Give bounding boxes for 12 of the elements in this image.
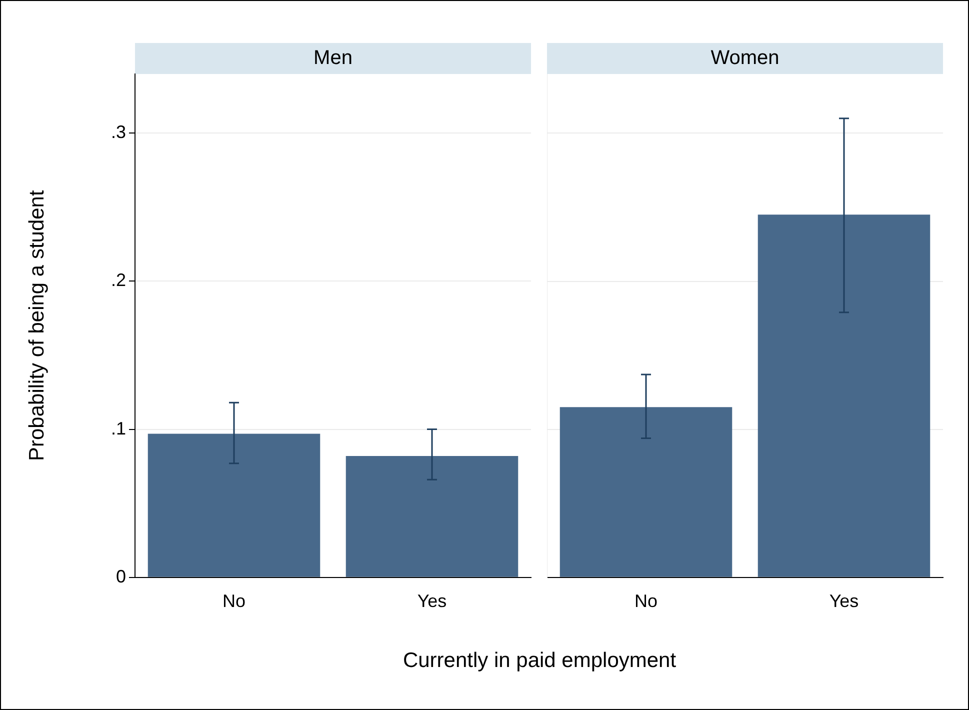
x-tick-label: No — [634, 591, 658, 612]
y-tick-label: .1 — [110, 418, 126, 438]
y-axis-title: Probability of being a student — [25, 190, 48, 462]
x-tick-label: Yes — [829, 591, 859, 612]
y-tick-label: .3 — [110, 122, 126, 142]
x-tick-label: No — [222, 591, 246, 612]
y-tick-label: .2 — [110, 270, 126, 290]
chart-title: Men — [135, 43, 531, 74]
x-axis-title: Currently in paid employment — [402, 649, 678, 673]
x-tick-label: Yes — [417, 591, 447, 612]
chart-title: Women — [547, 43, 943, 74]
y-tick-label: 0 — [116, 566, 126, 586]
